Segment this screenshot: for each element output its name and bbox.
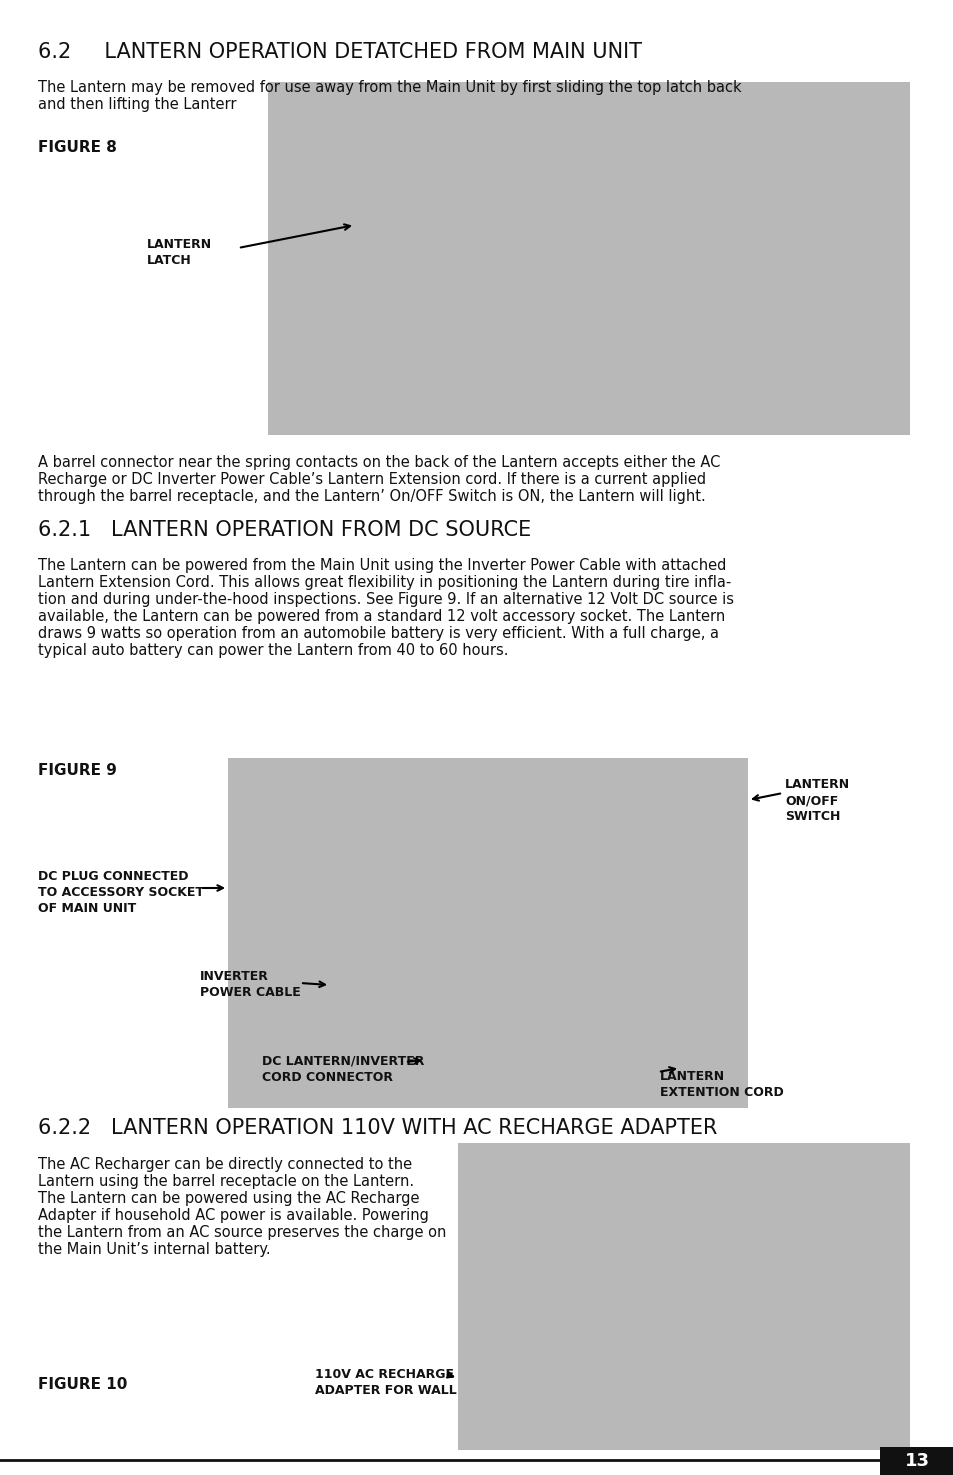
- Text: The Lantern may be removed for use away from the Main Unit by first sliding the : The Lantern may be removed for use away …: [38, 80, 740, 94]
- Text: Lantern using the barrel receptacle on the Lantern.: Lantern using the barrel receptacle on t…: [38, 1174, 414, 1189]
- Text: draws 9 watts so operation from an automobile battery is very efficient. With a : draws 9 watts so operation from an autom…: [38, 625, 719, 642]
- Bar: [228, 758, 747, 1108]
- Text: through the barrel receptacle, and the Lantern’ On/OFF Switch is ON, the Lantern: through the barrel receptacle, and the L…: [38, 490, 705, 504]
- Text: Adapter if household AC power is available. Powering: Adapter if household AC power is availab…: [38, 1208, 429, 1223]
- Text: typical auto battery can power the Lantern from 40 to 60 hours.: typical auto battery can power the Lante…: [38, 643, 508, 658]
- Text: INVERTER
POWER CABLE: INVERTER POWER CABLE: [200, 971, 300, 999]
- Text: Recharge or DC Inverter Power Cable’s Lantern Extension cord. If there is a curr: Recharge or DC Inverter Power Cable’s La…: [38, 472, 705, 487]
- Bar: [268, 83, 909, 435]
- Text: The Lantern can be powered from the Main Unit using the Inverter Power Cable wit: The Lantern can be powered from the Main…: [38, 558, 725, 572]
- Text: LANTERN
LATCH: LANTERN LATCH: [147, 237, 212, 267]
- Text: The Lantern can be powered using the AC Recharge: The Lantern can be powered using the AC …: [38, 1190, 419, 1207]
- Text: 6.2.2   LANTERN OPERATION 110V WITH AC RECHARGE ADAPTER: 6.2.2 LANTERN OPERATION 110V WITH AC REC…: [38, 1118, 717, 1139]
- Text: 6.2     LANTERN OPERATION DETATCHED FROM MAIN UNIT: 6.2 LANTERN OPERATION DETATCHED FROM MAI…: [38, 41, 641, 62]
- Text: tion and during under-the-hood inspections. See Figure 9. If an alternative 12 V: tion and during under-the-hood inspectio…: [38, 591, 733, 608]
- Text: available, the Lantern can be powered from a standard 12 volt accessory socket. : available, the Lantern can be powered fr…: [38, 609, 724, 624]
- Text: 110V AC RECHARGE
ADAPTER FOR WALL: 110V AC RECHARGE ADAPTER FOR WALL: [314, 1367, 456, 1397]
- Text: LANTERN
ON/OFF
SWITCH: LANTERN ON/OFF SWITCH: [784, 777, 849, 823]
- Text: A barrel connector near the spring contacts on the back of the Lantern accepts e: A barrel connector near the spring conta…: [38, 454, 720, 471]
- Text: LANTERN
EXTENTION CORD: LANTERN EXTENTION CORD: [659, 1069, 783, 1099]
- Text: The AC Recharger can be directly connected to the: The AC Recharger can be directly connect…: [38, 1156, 412, 1173]
- Bar: [879, 1447, 953, 1475]
- Text: FIGURE 9: FIGURE 9: [38, 763, 117, 777]
- Text: FIGURE 8: FIGURE 8: [38, 140, 117, 155]
- Text: and then lifting the Lanterr: and then lifting the Lanterr: [38, 97, 236, 112]
- Text: Lantern Extension Cord. This allows great flexibility in positioning the Lantern: Lantern Extension Cord. This allows grea…: [38, 575, 731, 590]
- Text: DC LANTERN/INVERTER
CORD CONNECTOR: DC LANTERN/INVERTER CORD CONNECTOR: [262, 1055, 424, 1084]
- Text: 13: 13: [903, 1451, 928, 1471]
- Text: 6.2.1   LANTERN OPERATION FROM DC SOURCE: 6.2.1 LANTERN OPERATION FROM DC SOURCE: [38, 521, 531, 540]
- Text: the Main Unit’s internal battery.: the Main Unit’s internal battery.: [38, 1242, 271, 1257]
- Text: DC PLUG CONNECTED
TO ACCESSORY SOCKET
OF MAIN UNIT: DC PLUG CONNECTED TO ACCESSORY SOCKET OF…: [38, 870, 204, 914]
- Text: FIGURE 10: FIGURE 10: [38, 1378, 128, 1392]
- Bar: [457, 1143, 909, 1450]
- Text: the Lantern from an AC source preserves the charge on: the Lantern from an AC source preserves …: [38, 1226, 446, 1240]
